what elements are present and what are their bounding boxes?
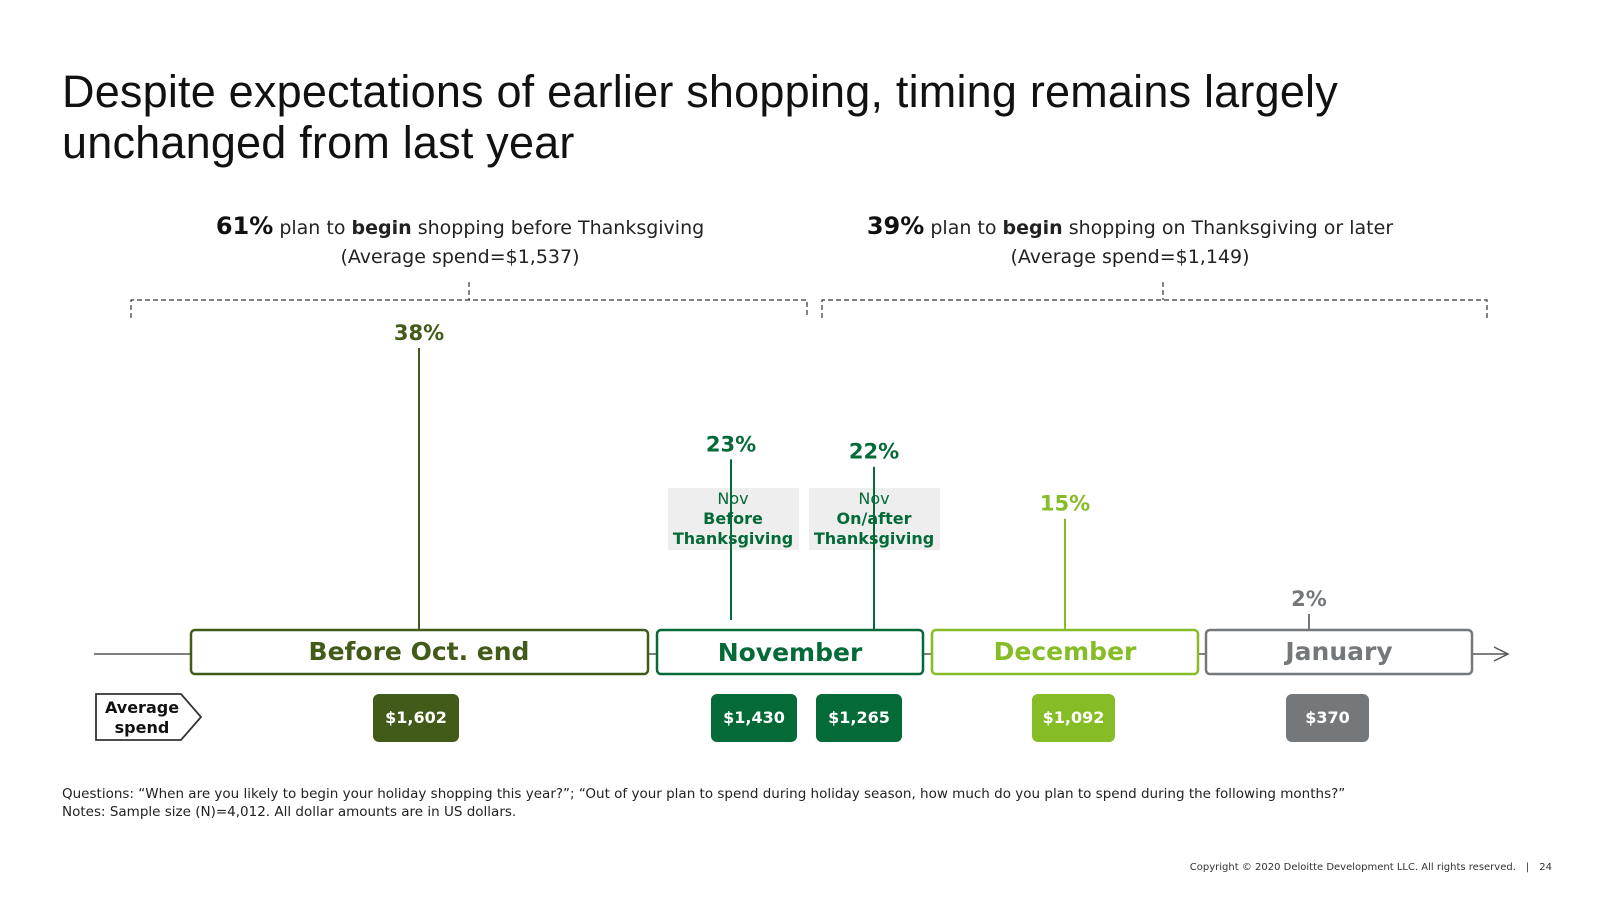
sublabel-when: Before [703, 509, 763, 528]
spend-badges [373, 694, 1369, 742]
separator: | [1525, 862, 1530, 873]
group-avg-spend: (Average spend=$1,537) [340, 246, 580, 268]
spend-badge-nov-before-thanksgiving [711, 694, 797, 742]
group-text-post: shopping before Thanksgiving [417, 217, 705, 239]
average-spend-line2: spend [115, 718, 170, 737]
period-label-december: December [994, 637, 1137, 666]
spend-value-nov-on-after-thanksgiving: $1,265 [828, 708, 890, 727]
spend-badge-december [1032, 694, 1115, 742]
share-label-nov-before-thanksgiving: 23% [706, 432, 756, 456]
footnote-questions: Questions: “When are you likely to begin… [62, 786, 1346, 802]
spend-value-nov-before-thanksgiving: $1,430 [723, 708, 785, 727]
group-avg-spend: (Average spend=$1,149) [1010, 246, 1250, 268]
spend-value-december: $1,092 [1043, 708, 1105, 727]
average-spend-label: Average spend [95, 693, 203, 741]
group-text-bold: begin [1002, 217, 1063, 239]
copyright: Copyright © 2020 Deloitte Development LL… [1190, 862, 1552, 873]
before-thanksgiving-group-label: 61% plan to begin shopping before Thanks… [130, 212, 790, 272]
period-label-before-oct-end: Before Oct. end [309, 637, 530, 666]
period-boxes: Before Oct. end November December Januar… [189, 628, 1474, 676]
group-text-pre: plan to [930, 217, 997, 239]
sublabel-box [668, 488, 799, 550]
average-spend-line1: Average [105, 698, 179, 717]
group-text-pre: plan to [279, 217, 346, 239]
share-label-january: 2% [1291, 587, 1327, 611]
group-pct: 61% [215, 212, 274, 240]
period-box-november [655, 628, 925, 676]
nov-before-thanksgiving-label: Nov Before Thanksgiving [668, 488, 799, 550]
share-label-nov-on-after-thanksgiving: 22% [849, 440, 899, 464]
bracket-before-thanksgiving [130, 282, 808, 318]
period-label-november: November [718, 638, 863, 667]
average-spend-arrow [95, 693, 203, 741]
spend-badge-before-oct-end [373, 694, 459, 742]
share-stems [418, 348, 1310, 630]
after-thanksgiving-group-label: 39% plan to begin shopping on Thanksgivi… [805, 212, 1455, 272]
share-label-before-oct-end: 38% [394, 321, 444, 345]
bracket-after-thanksgiving [821, 282, 1488, 318]
group-pct: 39% [866, 212, 925, 240]
period-label-january: January [1283, 637, 1392, 666]
page-number: 24 [1539, 862, 1552, 873]
spend-value-january: $370 [1305, 708, 1350, 727]
copyright-text: Copyright © 2020 Deloitte Development LL… [1189, 862, 1516, 873]
period-box-january [1204, 628, 1474, 676]
spend-values: $1,602 $1,430 $1,265 $1,092 $370 [385, 708, 1350, 727]
group-text-post: shopping on Thanksgiving or later [1068, 217, 1394, 239]
share-label-december: 15% [1040, 492, 1090, 516]
share-labels: 38% 23% 22% 15% 2% [394, 321, 1327, 611]
spend-badge-nov-on-after-thanksgiving [816, 694, 902, 742]
page-title: Despite expectations of earlier shopping… [62, 66, 1338, 168]
spend-value-before-oct-end: $1,602 [385, 708, 447, 727]
sublabel-thanksgiving: Thanksgiving [673, 529, 793, 548]
footnote-notes: Notes: Sample size (N)=4,012. All dollar… [62, 804, 517, 820]
spend-badge-january [1286, 694, 1369, 742]
sublabel-nov: Nov [717, 489, 748, 508]
group-text-bold: begin [351, 217, 412, 239]
